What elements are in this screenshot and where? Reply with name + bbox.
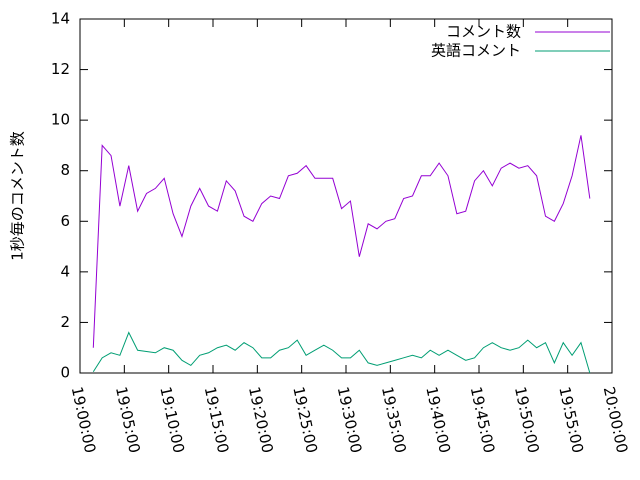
x-tick-label: 19:00:00 [68,385,100,455]
plot-border [79,18,613,374]
y-tick-label: 12 [51,60,70,78]
y-tick-label: 6 [60,212,70,230]
x-tick-label: 19:20:00 [245,385,277,455]
x-tick-label: 19:45:00 [467,385,499,455]
y-tick-label: 14 [51,10,70,28]
x-tick-label: 20:00:00 [600,385,632,455]
y-tick-label: 0 [60,364,70,382]
y-tick-label: 8 [60,161,70,179]
y-tick-label: 4 [60,262,70,280]
x-tick-label: 19:25:00 [289,385,321,455]
x-tick-label: 19:10:00 [156,385,188,455]
y-tick-label: 10 [51,111,70,129]
x-tick-label: 19:40:00 [422,385,454,455]
x-tick-label: 19:50:00 [511,385,543,455]
x-tick-label: 19:30:00 [334,385,366,455]
x-tick-label: 19:05:00 [112,385,144,455]
legend-label: コメント数 [446,23,521,41]
y-tick-label: 2 [60,313,70,331]
x-tick-label: 19:55:00 [555,385,587,455]
series-line [92,331,591,374]
y-axis-label: 1秒毎のコメント数 [9,131,27,261]
series-line [92,135,591,348]
legend-label: 英語コメント [431,42,521,60]
x-tick-label: 19:35:00 [378,385,410,455]
x-tick-label: 19:15:00 [201,385,233,455]
